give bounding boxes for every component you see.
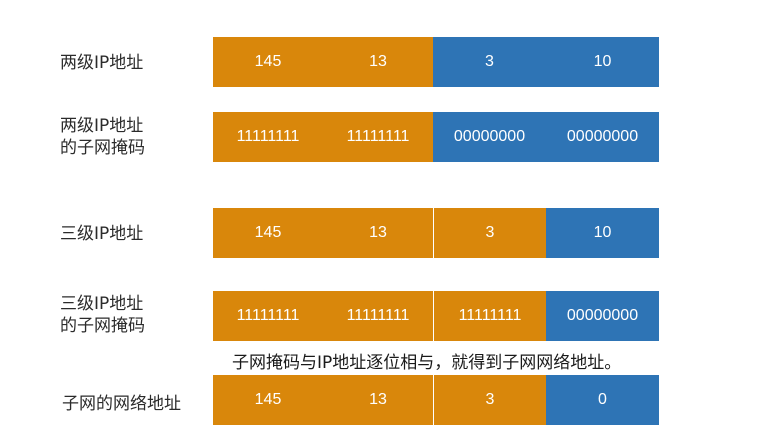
octet-1: 145 <box>213 37 323 87</box>
octet-4: 10 <box>546 208 659 258</box>
mask-octet-1: 11111111 <box>213 112 323 162</box>
row-label-three-level-mask: 三级IP地址 的子网掩码 <box>60 294 145 336</box>
three-level-mask-bar: 11111111 11111111 11111111 00000000 <box>213 291 659 341</box>
octet-3: 3 <box>434 208 546 258</box>
mask-octet-4: 00000000 <box>546 112 659 162</box>
octet-3: 3 <box>433 37 546 87</box>
row-label-two-level-ip: 两级IP地址 <box>60 53 144 73</box>
mask-octet-3: 11111111 <box>434 291 546 341</box>
two-level-mask-bar: 11111111 11111111 00000000 00000000 <box>213 112 659 162</box>
octet-4: 10 <box>546 37 659 87</box>
octet-2: 13 <box>323 208 434 258</box>
two-level-ip-bar: 145 13 3 10 <box>213 37 659 87</box>
mask-octet-2: 11111111 <box>323 112 433 162</box>
subnet-network-address-bar: 145 13 3 0 <box>213 375 659 425</box>
octet-1: 145 <box>213 208 323 258</box>
row-label-subnet-network-address: 子网的网络地址 <box>62 394 181 414</box>
mask-octet-3: 00000000 <box>433 112 546 162</box>
mask-octet-4: 00000000 <box>546 291 659 341</box>
row-label-three-level-ip: 三级IP地址 <box>60 224 144 244</box>
octet-3: 3 <box>434 375 546 425</box>
mask-octet-2: 11111111 <box>323 291 434 341</box>
explanation-note: 子网掩码与IP地址逐位相与，就得到子网网络地址。 <box>232 353 622 373</box>
octet-2: 13 <box>323 37 433 87</box>
row-label-two-level-mask: 两级IP地址 的子网掩码 <box>60 116 145 158</box>
three-level-ip-bar: 145 13 3 10 <box>213 208 659 258</box>
mask-octet-1: 11111111 <box>213 291 323 341</box>
octet-1: 145 <box>213 375 323 425</box>
octet-4: 0 <box>546 375 659 425</box>
octet-2: 13 <box>323 375 434 425</box>
